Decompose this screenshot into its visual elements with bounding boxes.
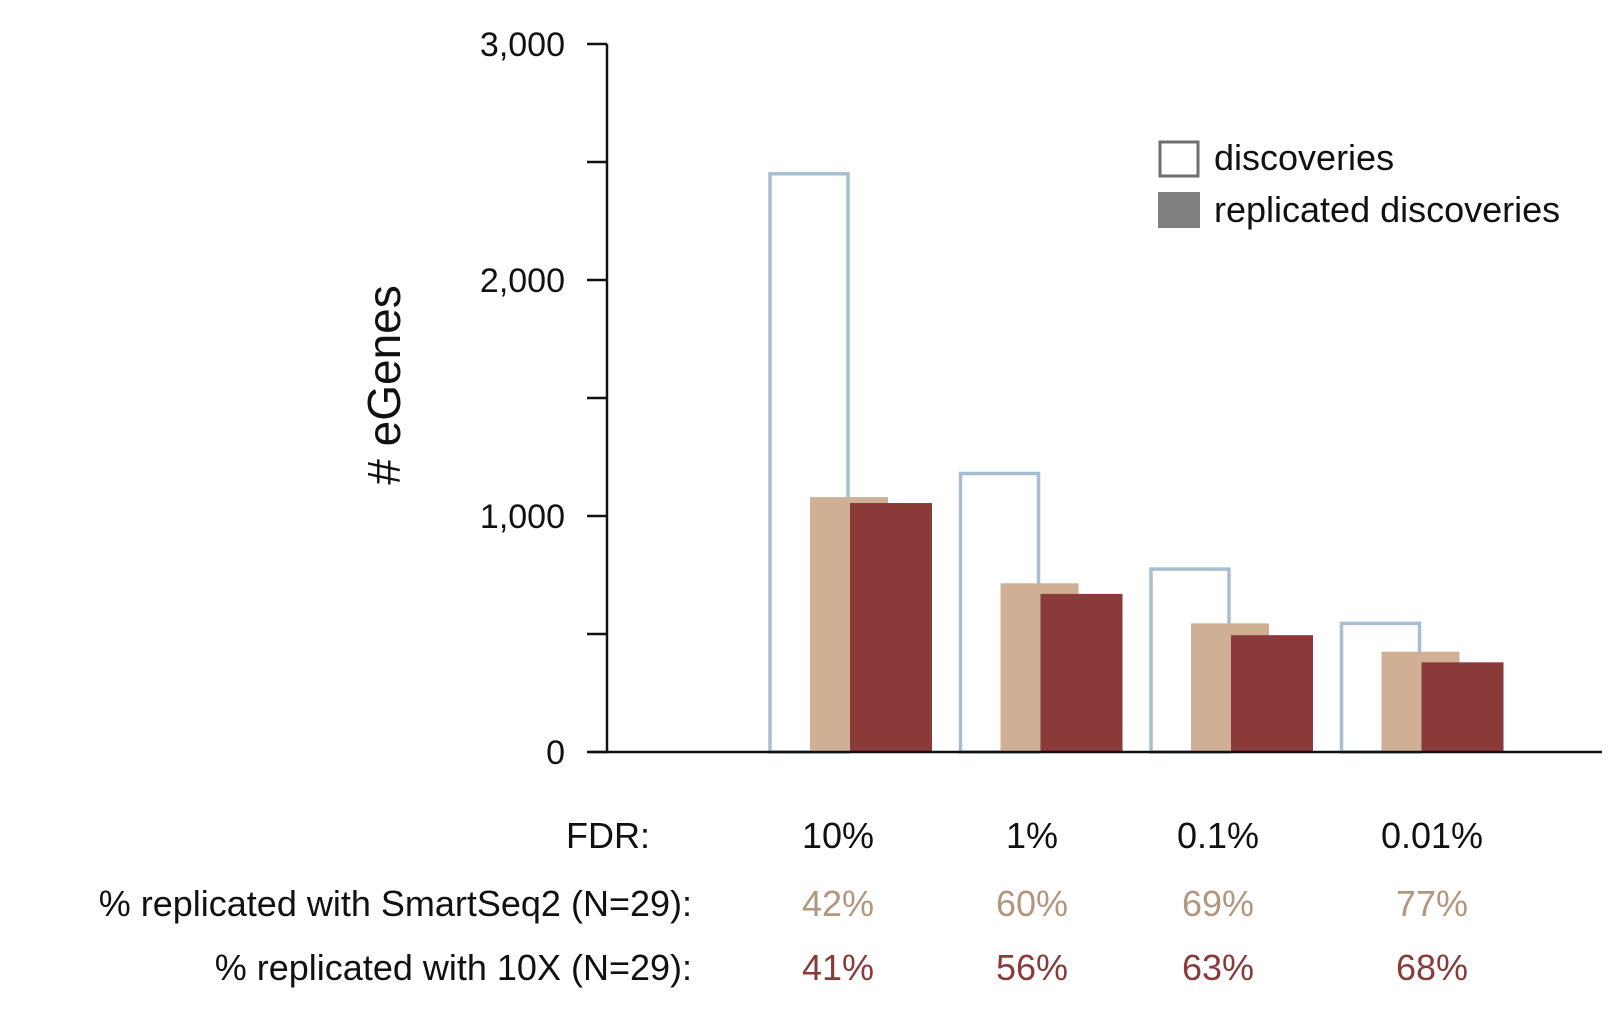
bar-replicated-10x <box>1421 662 1504 752</box>
replication-table: % replicated with SmartSeq2 (N=29): 42% 60… <box>99 883 1468 988</box>
table-cell: 69% <box>1182 883 1254 924</box>
fdr-label: FDR: <box>566 815 650 856</box>
y-axis: 0 1,000 2,000 3,000 <box>480 26 609 772</box>
x-tick-label: 10% <box>802 815 874 856</box>
table-cell: 77% <box>1396 883 1468 924</box>
table-cell: 68% <box>1396 947 1468 988</box>
bar-replicated-10x <box>850 503 932 752</box>
table-row-label: % replicated with 10X (N=29): <box>215 947 692 988</box>
legend-label-discoveries: discoveries <box>1214 137 1394 178</box>
bars <box>768 172 1504 754</box>
bar-replicated-10x <box>1040 593 1123 752</box>
table-cell: 56% <box>996 947 1068 988</box>
y-tick-label: 2,000 <box>480 262 565 300</box>
bar-replicated-10x <box>1231 635 1313 752</box>
legend-swatch-discoveries <box>1158 140 1200 178</box>
y-tick-label: 3,000 <box>480 26 565 64</box>
y-tick-label: 0 <box>546 734 565 772</box>
legend-swatch-replicated <box>1158 192 1200 228</box>
x-tick-label: 1% <box>1006 815 1058 856</box>
table-row-label: % replicated with SmartSeq2 (N=29): <box>99 883 692 924</box>
table-cell: 41% <box>802 947 874 988</box>
y-tick-label: 1,000 <box>480 498 565 536</box>
x-axis: FDR: 10% 1% 0.1% 0.01% <box>566 750 1602 856</box>
x-tick-label: 0.01% <box>1381 815 1483 856</box>
table-cell: 63% <box>1182 947 1254 988</box>
table-cell: 60% <box>996 883 1068 924</box>
legend-label-replicated: replicated discoveries <box>1214 189 1560 230</box>
x-tick-label: 0.1% <box>1177 815 1259 856</box>
table-cell: 42% <box>802 883 874 924</box>
y-axis-label: # eGenes <box>358 285 410 484</box>
legend: discoveries replicated discoveries <box>1158 137 1560 230</box>
